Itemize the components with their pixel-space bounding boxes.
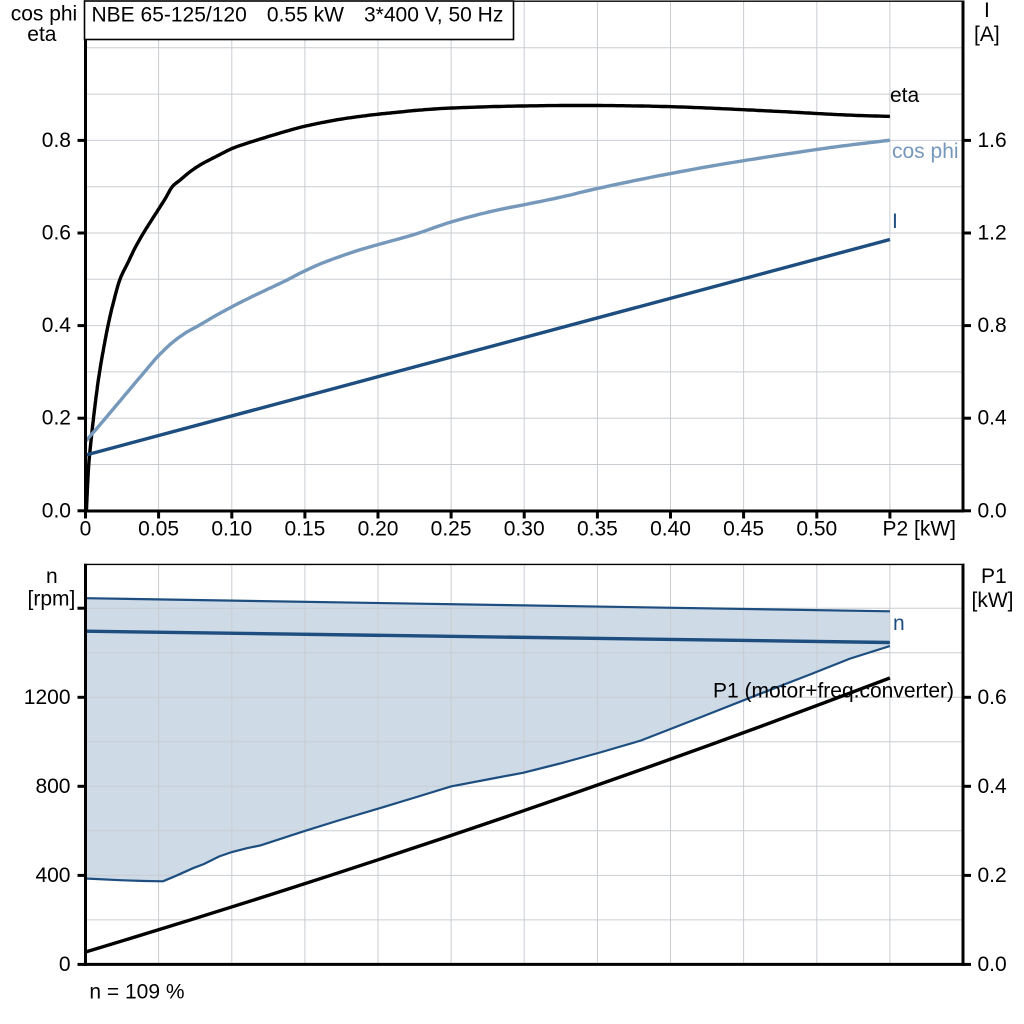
- svg-text:0.2: 0.2: [42, 407, 71, 430]
- svg-text:0.2: 0.2: [978, 864, 1007, 887]
- svg-text:0.8: 0.8: [42, 129, 71, 152]
- svg-text:n: n: [46, 565, 58, 588]
- svg-text:0: 0: [80, 518, 92, 541]
- svg-text:cos phi: cos phi: [11, 3, 78, 26]
- svg-text:P2 [kW]: P2 [kW]: [883, 518, 957, 541]
- svg-text:cos phi: cos phi: [892, 140, 959, 163]
- svg-text:0.0: 0.0: [978, 953, 1007, 976]
- svg-text:3*400 V, 50 Hz: 3*400 V, 50 Hz: [364, 4, 503, 27]
- svg-text:[A]: [A]: [974, 23, 1000, 46]
- svg-text:0.20: 0.20: [358, 518, 399, 541]
- svg-text:0.6: 0.6: [978, 686, 1007, 709]
- svg-text:0.40: 0.40: [650, 518, 691, 541]
- svg-text:0.10: 0.10: [211, 518, 252, 541]
- svg-text:I: I: [984, 0, 990, 22]
- svg-text:0.0: 0.0: [978, 499, 1007, 522]
- svg-text:0.4: 0.4: [978, 407, 1008, 430]
- svg-text:NBE 65-125/120: NBE 65-125/120: [92, 4, 247, 27]
- svg-text:0.05: 0.05: [138, 518, 179, 541]
- svg-text:0.8: 0.8: [978, 314, 1007, 337]
- svg-text:0: 0: [59, 953, 71, 976]
- svg-text:eta: eta: [890, 84, 920, 107]
- svg-text:I: I: [892, 210, 898, 233]
- svg-text:1.6: 1.6: [978, 129, 1007, 152]
- svg-text:0.45: 0.45: [723, 518, 764, 541]
- svg-text:0.0: 0.0: [42, 499, 71, 522]
- svg-text:0.35: 0.35: [577, 518, 618, 541]
- svg-text:800: 800: [35, 775, 70, 798]
- svg-text:[kW]: [kW]: [972, 589, 1014, 612]
- svg-text:n: n: [893, 612, 905, 635]
- svg-text:1.2: 1.2: [978, 222, 1007, 245]
- svg-text:1200: 1200: [24, 686, 71, 709]
- svg-text:P1 (motor+freq.converter): P1 (motor+freq.converter): [713, 680, 954, 703]
- svg-text:eta: eta: [27, 23, 57, 46]
- svg-text:0.6: 0.6: [42, 222, 71, 245]
- svg-text:0.4: 0.4: [978, 775, 1008, 798]
- svg-text:0.25: 0.25: [431, 518, 472, 541]
- svg-text:0.4: 0.4: [42, 314, 72, 337]
- svg-text:0.50: 0.50: [796, 518, 837, 541]
- svg-text:P1: P1: [981, 565, 1007, 588]
- svg-text:n = 109 %: n = 109 %: [89, 980, 184, 1003]
- svg-text:0.15: 0.15: [284, 518, 325, 541]
- svg-text:0.30: 0.30: [504, 518, 545, 541]
- svg-text:[rpm]: [rpm]: [28, 588, 76, 611]
- svg-text:400: 400: [35, 864, 70, 887]
- svg-text:0.55 kW: 0.55 kW: [267, 4, 344, 27]
